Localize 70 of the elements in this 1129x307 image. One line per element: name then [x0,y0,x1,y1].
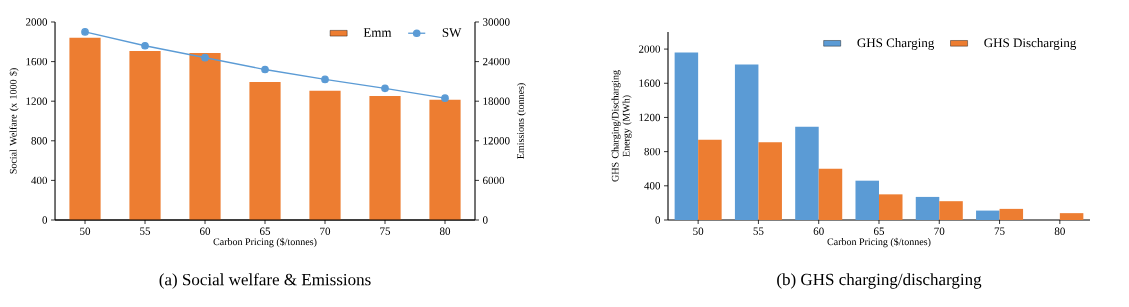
x-tick-label: 75 [380,227,391,235]
bar [189,53,221,220]
point [201,53,209,62]
x-axis-title: Carbon Pricing ($/tonnes) [213,237,317,248]
y-tick-label: 1200 [26,97,48,105]
bar [674,52,699,220]
x-tick-label: 60 [199,227,211,235]
y-tick-label: 2000 [25,18,48,26]
bar [939,201,963,220]
x-tick-label: 80 [1054,227,1065,235]
y-tick-label: 1600 [639,79,661,87]
bar [758,142,782,220]
x-tick-label: 60 [813,227,824,235]
x-tick-label: 50 [693,227,704,235]
x-axis-title: Carbon Pricing ($/tonnes) [827,237,931,248]
y-axis-title: Social Welfare (x 1000 $) [9,68,19,174]
y2-tick-label: 18000 [483,97,510,105]
x-tick-label: 70 [320,227,331,235]
bar [1059,213,1084,220]
bar [976,210,1000,220]
bar [855,180,879,220]
y2-tick-label: 12000 [483,137,510,145]
x-tick-label: 75 [994,227,1005,235]
point [321,75,329,84]
bar [999,208,1024,220]
y-tick-label: 800 [31,137,48,145]
text: (a) Social welfare & Emissions [159,273,371,289]
y-tick-label: 1600 [26,57,48,66]
bar [309,90,341,220]
y2-tick-label: 24000 [483,57,510,66]
point [441,94,449,103]
x-tick-label: 65 [259,227,271,235]
x-tick-label: 55 [140,227,151,235]
point [141,41,149,50]
y2-axis-title: Emissions (tonnes) [516,83,526,159]
x-tick-label: 65 [873,227,885,235]
y-tick-label: 400 [31,176,48,185]
legend-label: GHS Discharging [984,38,1077,50]
y-tick-label: 0 [655,216,661,224]
bar [429,99,461,220]
bar [698,139,722,220]
y-axis-title: GHS Charging/Discharging Energy (MWh) [611,70,632,182]
bar [369,95,401,220]
x-tick-label: 50 [80,227,91,235]
x-tick-label: 55 [753,227,764,235]
bar [734,64,759,220]
legend-label: SW [442,28,462,37]
y-tick-label: 0 [42,216,48,224]
y2-tick-label: 6000 [483,176,505,185]
y2-tick-label: 30000 [483,18,510,26]
y2-tick-label: 0 [482,216,488,224]
y-tick-label: 400 [644,182,661,190]
point [81,28,89,36]
y-tick-label: 800 [644,147,661,156]
bar [795,126,819,220]
x-tick-label: 70 [934,227,945,235]
y-tick-label: 1200 [639,113,661,122]
point [261,65,269,74]
bar [878,194,903,220]
text: (b) GHS charging/discharging [777,273,982,289]
legend-label: Emm [363,28,392,37]
bar [915,196,940,220]
bar [129,51,161,220]
bar [69,37,101,220]
bar [249,82,281,220]
point [381,84,389,93]
y-tick-label: 2000 [638,45,661,53]
x-tick-label: 80 [439,227,451,235]
legend-label: GHS Charging [857,38,935,50]
bar [818,168,843,220]
